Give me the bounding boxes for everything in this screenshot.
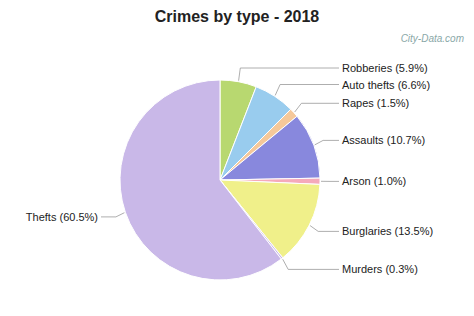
leader-line — [310, 226, 339, 232]
slice-label: Assaults (10.7%) — [342, 134, 425, 146]
leader-line — [295, 103, 339, 112]
slice-label: Auto thefts (6.6%) — [342, 79, 430, 91]
leader-line — [239, 68, 339, 81]
labels: Robberies (5.9%) Auto thefts (6.6%) Rapes … — [26, 62, 433, 275]
slice-label: Arson (1.0%) — [342, 175, 406, 187]
leader-line — [315, 140, 339, 145]
chart-svg: Crimes by type - 2018 City-Data.com Robber… — [0, 0, 474, 316]
pie-slice — [220, 116, 320, 180]
chart-container: Crimes by type - 2018 City-Data.com Robber… — [0, 0, 474, 316]
leader-line — [321, 181, 339, 182]
leader-line — [101, 213, 124, 217]
slice-label: Burglaries (13.5%) — [342, 225, 433, 237]
slice-label: Rapes (1.5%) — [342, 97, 409, 109]
chart-title: Crimes by type - 2018 — [155, 8, 320, 25]
pie-slice — [120, 80, 281, 280]
slice-label: Robberies (5.9%) — [342, 62, 428, 74]
slice-label: Thefts (60.5%) — [26, 211, 98, 223]
leader-line — [283, 259, 339, 269]
slices — [120, 80, 320, 280]
leader-line — [275, 85, 339, 96]
slice-label: Murders (0.3%) — [342, 263, 418, 275]
watermark: City-Data.com — [401, 33, 464, 44]
